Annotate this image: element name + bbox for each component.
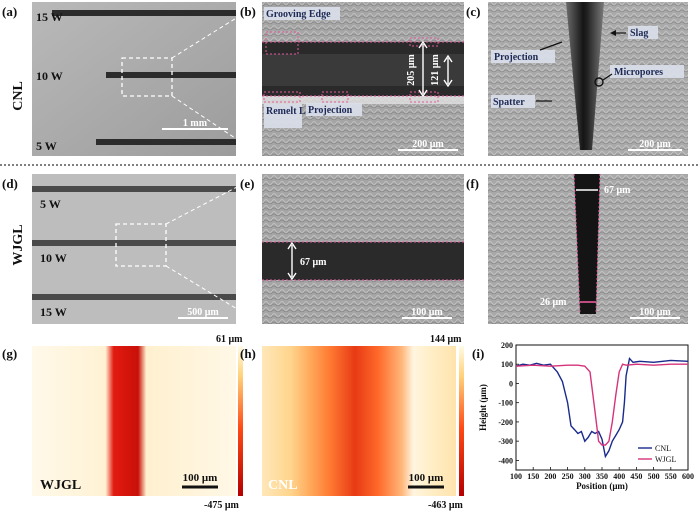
power-5w: 5 W: [36, 139, 57, 153]
y-tick-label-3: -100: [498, 399, 513, 408]
y-tick-label-2: 0: [509, 379, 513, 388]
panel-g: 61 μm -475 μm WJGL 100 μm (g): [2, 334, 243, 511]
map-h-max: 144 μm: [430, 334, 462, 345]
map-g-max: 61 μm: [216, 334, 243, 345]
legend-label-wjgl: WJGL: [655, 455, 676, 464]
y-tick-label-0: 200: [501, 341, 513, 350]
callout-remelt-layer-text: Remelt Layer: [266, 106, 325, 117]
power-15w: 15 W: [36, 10, 63, 24]
map-h-name: CNL: [268, 478, 298, 493]
callout-grooving-edge: Grooving Edge: [266, 9, 331, 20]
panel-h-label: (h): [240, 346, 256, 361]
scale-c: 200 μm: [639, 139, 671, 150]
panel-b-label: (b): [240, 4, 256, 19]
y-tick-label-1: 100: [501, 360, 513, 369]
callout-spatter: Spatter: [493, 97, 525, 108]
scale-b: 200 μm: [412, 139, 444, 150]
row-label-wjgl: WJGL: [11, 224, 26, 265]
panel-i: (i) 100 150 200 250 300 350 400 450 500 550 600 200…: [472, 341, 694, 491]
map-h-min: -463 μm: [428, 500, 463, 511]
row-label-cnl: CNL: [11, 81, 26, 111]
map-g-name: WJGL: [40, 478, 81, 493]
x-tick-label-0: 100: [510, 472, 522, 481]
scale-h: 100 μm: [409, 472, 444, 484]
power-15w-d: 15 W: [40, 305, 67, 319]
callout-projection-b: Projection: [308, 105, 353, 116]
callout-remelt-layer: Remelt Layer: [266, 106, 325, 117]
x-tick-label-7: 450: [630, 472, 642, 481]
panel-g-label: (g): [2, 346, 17, 361]
width-121: 121 μm: [430, 54, 441, 86]
panel-a-label: (a): [2, 4, 17, 19]
panel-a: (a) CNL 15 W 10 W 5 W 1 mm: [2, 1, 263, 157]
top-width-67: 67 μm: [604, 185, 631, 196]
width-205: 205 μm: [406, 54, 417, 86]
x-tick-label-9: 550: [665, 472, 677, 481]
scale-d: 500 μm: [187, 307, 219, 318]
width-67-e: 67 μm: [300, 257, 327, 268]
panel-c: Slag Projection Micropores Spatter 200 μ…: [466, 2, 688, 156]
panel-i-label: (i): [472, 346, 484, 361]
x-tick-label-1: 150: [527, 472, 539, 481]
x-tick-label-5: 350: [596, 472, 608, 481]
scale-f: 100 μm: [639, 307, 671, 318]
y-tick-label-4: -200: [498, 418, 513, 427]
power-10w-d: 10 W: [40, 251, 67, 265]
series-line-wjgl: [515, 363, 688, 446]
callout-slag: Slag: [630, 28, 648, 39]
power-10w: 10 W: [36, 69, 63, 83]
y-tick-label-5: -300: [498, 437, 513, 446]
x-axis-label: Position (μm): [576, 481, 628, 491]
height-profile-chart: 100 150 200 250 300 350 400 450 500 550 600 200 100 0…: [478, 341, 694, 491]
panel-e: 67 μm 100 μm (e): [240, 174, 464, 324]
panel-f: 67 μm 26 μm 100 μm (f): [466, 173, 688, 324]
x-tick-label-6: 400: [613, 472, 625, 481]
x-tick-label-4: 300: [579, 472, 591, 481]
x-tick-label-10: 600: [682, 472, 694, 481]
panel-d-label: (d): [2, 176, 18, 191]
power-5w-d: 5 W: [40, 197, 61, 211]
map-g-min: -475 μm: [204, 500, 239, 511]
panel-h: 144 μm -463 μm CNL 100 μm (h): [240, 334, 464, 511]
legend-label-cnl: CNL: [655, 444, 671, 453]
x-tick-label-2: 200: [544, 472, 556, 481]
scale-g: 100 μm: [183, 472, 218, 484]
x-tick-label-8: 500: [648, 472, 660, 481]
callout-micropores: Micropores: [614, 67, 663, 78]
x-tick-label-3: 250: [562, 472, 574, 481]
panel-d: (d) WJGL 5 W 10 W 15 W 500 μm: [2, 173, 263, 325]
panel-f-label: (f): [466, 176, 479, 191]
panel-c-label: (c): [466, 4, 480, 19]
callout-projection-c: Projection: [494, 52, 539, 63]
bottom-width-26: 26 μm: [540, 297, 567, 308]
scale-a: 1 mm: [183, 118, 208, 129]
panel-e-label: (e): [240, 176, 254, 191]
scale-e: 100 μm: [411, 307, 443, 318]
panel-b: 205 μm 121 μm Grooving Edge Remelt Layer…: [240, 2, 464, 156]
y-axis-label: Height (μm): [478, 384, 488, 431]
y-tick-label-6: -400: [498, 456, 513, 465]
